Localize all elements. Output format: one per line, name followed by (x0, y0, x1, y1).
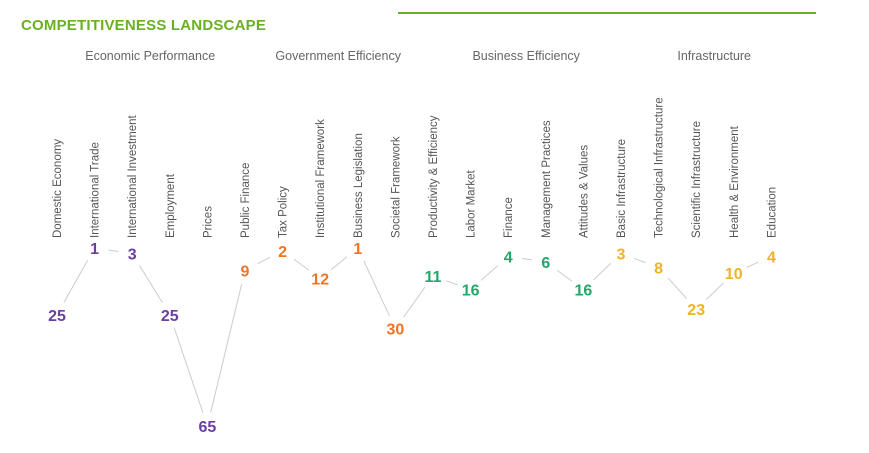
category-label: Business Legislation (353, 133, 365, 238)
rank-value: 3 (617, 247, 626, 264)
connector-line (210, 283, 243, 413)
rank-value: 25 (48, 308, 66, 325)
category-label: Public Finance (240, 163, 252, 238)
connector-line (556, 269, 573, 282)
connector-line (593, 262, 612, 281)
category-label: Productivity & Efficiency (428, 115, 440, 238)
rank-value: 12 (311, 272, 329, 289)
connector-line (108, 249, 119, 253)
category-label: International Trade (90, 142, 102, 238)
rank-value: 1 (90, 241, 99, 258)
category-label: Prices (202, 206, 214, 238)
category-label: Institutional Framework (315, 119, 327, 238)
rank-value: 4 (504, 249, 513, 266)
category-label: Finance (503, 197, 515, 238)
rank-value: 3 (128, 247, 137, 264)
connector-line (257, 256, 271, 265)
connector-line (633, 257, 646, 264)
rank-value: 9 (241, 263, 250, 280)
group-header: Infrastructure (677, 49, 751, 63)
connector-line (521, 257, 533, 261)
category-label: Scientific Infrastructure (691, 121, 703, 238)
connector-line (705, 282, 725, 300)
rank-value: 23 (687, 302, 705, 319)
group-header: Government Efficiency (275, 49, 401, 63)
rank-value: 11 (425, 269, 442, 286)
category-label: Societal Framework (390, 136, 402, 238)
connector-line (667, 277, 688, 300)
rank-value: 4 (767, 249, 776, 266)
connector-line (139, 265, 163, 304)
category-label: Labor Market (466, 169, 478, 238)
group-header: Business Efficiency (472, 49, 580, 63)
category-label: Employment (165, 173, 177, 238)
connector-line (403, 286, 426, 318)
connector-line (173, 327, 204, 413)
connector-line (363, 260, 390, 317)
rank-value: 30 (387, 322, 405, 339)
rank-value: 2 (278, 244, 287, 261)
title-rule (398, 12, 816, 14)
category-label: Attitudes & Values (578, 145, 590, 238)
category-label: Domestic Economy (52, 139, 64, 238)
connector-line (445, 280, 458, 286)
connector-line (63, 259, 89, 303)
rank-value: 10 (725, 266, 743, 283)
page-title: COMPETITIVENESS LANDSCAPE (21, 17, 267, 34)
rank-value: 6 (541, 255, 550, 272)
category-label: Tax Policy (278, 186, 290, 238)
connector-line (330, 256, 348, 271)
category-label: Basic Infrastructure (616, 139, 628, 238)
category-label: Education (766, 187, 778, 238)
rank-value: 65 (199, 419, 217, 436)
rank-value: 25 (161, 308, 179, 325)
connector-line (480, 265, 499, 281)
rank-value: 16 (462, 283, 480, 300)
connector-line (746, 261, 759, 268)
category-label: Management Practices (541, 120, 553, 238)
rank-value: 8 (654, 260, 663, 277)
rank-value: 1 (353, 241, 362, 258)
connector-line (293, 258, 310, 271)
rank-value: 16 (575, 283, 593, 300)
group-header: Economic Performance (85, 49, 215, 63)
category-label: International Investment (127, 114, 139, 238)
category-label: Technological Infrastructure (654, 97, 666, 238)
category-label: Health & Environment (729, 125, 741, 238)
